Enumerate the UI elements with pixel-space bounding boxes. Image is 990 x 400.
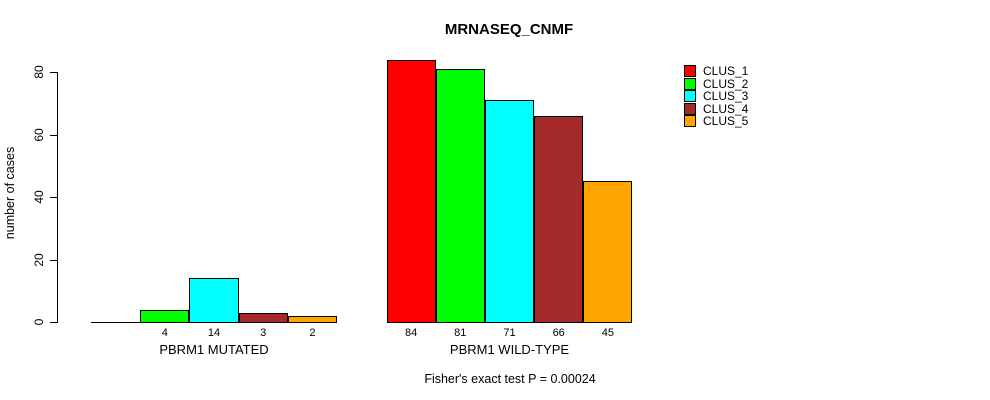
bar-value-label: 45: [601, 327, 615, 339]
legend-swatch-icon-clus-4: [684, 102, 696, 115]
bar-clus-5-pbrm1-wild-type: [583, 181, 633, 323]
y-axis-tick-label: 0: [32, 318, 46, 326]
bar-clus-3-pbrm1-mutated: [189, 278, 239, 323]
legend-label: CLUS_1: [703, 64, 749, 79]
chart-title: MRNASEQ_CNMF: [444, 21, 574, 38]
y-axis-tick: [50, 197, 57, 198]
legend: CLUS_1 CLUS_2 CLUS_3 CLUS_4 CLUS_5: [684, 64, 749, 129]
bar-clus-1-pbrm1-wild-type: [386, 59, 436, 323]
legend-label: CLUS_5: [703, 114, 749, 129]
bar-clus-4-pbrm1-mutated: [238, 312, 288, 323]
bar-value-label: 84: [404, 327, 418, 339]
legend-swatch-icon-clus-1: [684, 65, 696, 78]
bar-value-label: 14: [207, 327, 221, 339]
bar-clus-2-pbrm1-mutated: [140, 309, 190, 323]
y-axis-tick: [50, 322, 57, 323]
legend-label: CLUS_3: [703, 89, 749, 104]
x-axis-group-label-pbrm1-wild-type: PBRM1 WILD-TYPE: [449, 342, 570, 357]
bar-clus-1-pbrm1-mutated: [91, 322, 141, 323]
bar-clus-2-pbrm1-wild-type: [435, 68, 485, 323]
legend-swatch-icon-clus-2: [684, 77, 696, 90]
bar-value-label: 2: [309, 327, 316, 339]
bar-value-label: 4: [161, 327, 168, 339]
y-axis-line: [57, 72, 58, 323]
fisher-test-annotation: Fisher's exact test P = 0.00024: [424, 372, 596, 386]
legend-item-clus-1: CLUS_1: [684, 64, 749, 79]
legend-item-clus-5: CLUS_5: [684, 114, 749, 129]
x-axis-group-label-pbrm1-mutated: PBRM1 MUTATED: [159, 342, 269, 357]
bar-clus-4-pbrm1-wild-type: [534, 115, 584, 323]
legend-label: CLUS_2: [703, 76, 749, 91]
bar-clus-5-pbrm1-mutated: [287, 315, 337, 323]
bar-value-label: 71: [503, 327, 516, 339]
y-axis-tick: [50, 72, 57, 73]
bar-value-label: 81: [454, 327, 467, 339]
y-axis-tick-label: 20: [32, 252, 46, 267]
legend-item-clus-4: CLUS_4: [684, 101, 749, 116]
legend-swatch-icon-clus-5: [684, 115, 696, 128]
bar-clus-3-pbrm1-wild-type: [484, 100, 535, 323]
y-axis-tick-label: 40: [32, 190, 46, 204]
bar-value-label: 66: [552, 327, 565, 339]
legend-item-clus-2: CLUS_2: [684, 76, 749, 91]
y-axis-title: number of cases: [3, 146, 17, 240]
y-axis-tick: [50, 134, 57, 136]
legend-item-clus-3: CLUS_3: [684, 89, 749, 104]
y-axis-tick: [50, 259, 57, 261]
legend-swatch-icon-clus-3: [684, 90, 696, 103]
y-axis-tick-label: 60: [32, 127, 46, 142]
bar-value-label: 3: [260, 327, 267, 339]
legend-label: CLUS_4: [703, 101, 749, 116]
y-axis-tick-label: 80: [32, 65, 46, 79]
